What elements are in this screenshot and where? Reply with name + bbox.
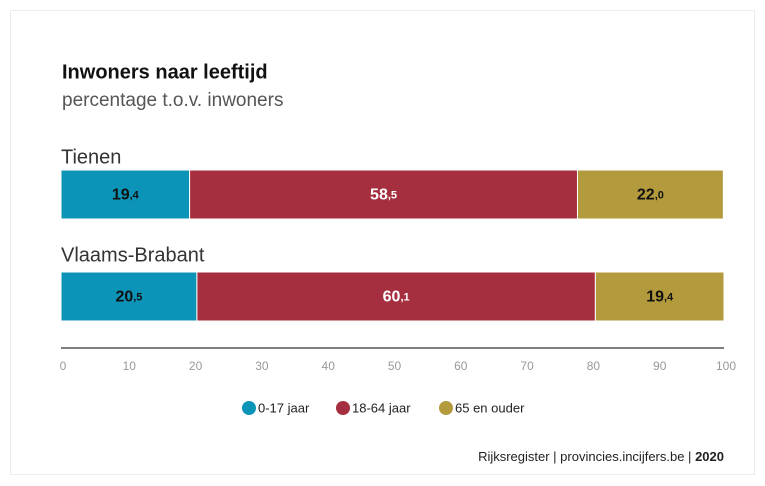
x-tick-label: 0	[60, 359, 67, 373]
x-tick-label: 10	[123, 359, 137, 373]
category-label: Tienen	[61, 146, 121, 168]
chart-subtitle: percentage t.o.v. inwoners	[62, 90, 283, 111]
legend-item: 0-17 jaar	[242, 400, 310, 415]
source: Rijksregister | provincies.incijfers.be …	[478, 449, 724, 464]
source-text: Rijksregister | provincies.incijfers.be …	[478, 449, 724, 464]
bar-segment	[594, 271, 725, 322]
legend-swatch	[242, 401, 256, 415]
bar-segment	[189, 169, 578, 220]
x-tick-label: 40	[322, 359, 336, 373]
legend-swatch	[439, 401, 453, 415]
legend-label: 18-64 jaar	[352, 400, 411, 415]
legend-label: 65 en ouder	[455, 400, 525, 415]
card	[10, 10, 755, 475]
legend-swatch	[336, 401, 350, 415]
x-tick-label: 60	[454, 359, 468, 373]
x-tick-label: 50	[388, 359, 402, 373]
x-tick-label: 30	[255, 359, 269, 373]
bar-segment	[60, 271, 198, 322]
value-label: 20,5	[115, 289, 142, 306]
value-label: 19,4	[112, 187, 140, 204]
bar-segment	[196, 271, 596, 322]
bar-segment	[576, 169, 724, 220]
x-tick-label: 70	[520, 359, 534, 373]
legend-item: 18-64 jaar	[336, 400, 411, 415]
source-year: 2020	[695, 449, 724, 464]
value-label: 22,0	[637, 187, 664, 204]
legend-item: 65 en ouder	[439, 400, 525, 415]
x-tick-label: 80	[587, 359, 601, 373]
category-label: Vlaams-Brabant	[61, 244, 205, 266]
value-label: 19,4	[646, 289, 674, 306]
x-tick-label: 20	[189, 359, 203, 373]
bar-segment	[60, 169, 191, 220]
value-label: 58,5	[370, 187, 397, 204]
source-name: Rijksregister | provincies.incijfers.be …	[478, 449, 691, 464]
chart-title: Inwoners naar leeftijd	[62, 61, 268, 83]
x-tick-label: 100	[716, 359, 736, 373]
legend-label: 0-17 jaar	[258, 400, 310, 415]
value-label: 60,1	[383, 289, 410, 306]
x-tick-label: 90	[653, 359, 667, 373]
